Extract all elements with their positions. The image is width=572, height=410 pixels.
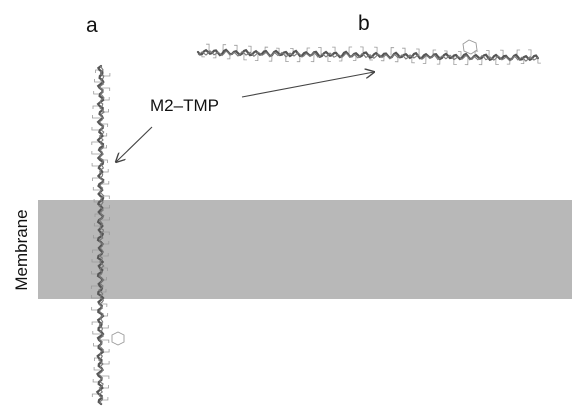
sidechain-stick <box>92 378 101 383</box>
sidechain-stick <box>91 126 101 131</box>
sidechain-stick <box>486 50 490 58</box>
sidechain-stick <box>100 253 109 257</box>
sidechain-stick <box>94 213 101 217</box>
sidechain-stick <box>537 58 541 64</box>
sidechain-stick <box>495 57 499 65</box>
horizontal-peptide-helix-icon <box>196 39 541 66</box>
sidechain-stick <box>91 163 101 167</box>
peptide-label: M2–TMP <box>150 96 219 115</box>
sidechain-stick <box>360 46 364 55</box>
sidechain-stick <box>100 375 110 379</box>
sidechain-stick <box>92 105 101 109</box>
sidechain-stick <box>94 79 101 83</box>
sidechain-stick <box>327 54 331 62</box>
helix-b-backbone-strand <box>197 50 539 62</box>
helix-a-backbone-strand <box>97 65 106 405</box>
sidechain-stick <box>478 56 483 66</box>
sidechain-stick <box>500 49 504 58</box>
sidechain-stick <box>416 48 420 56</box>
sidechain-stick <box>91 259 101 263</box>
sidechain-stick <box>254 53 259 61</box>
sidechain-stick <box>100 231 110 235</box>
sidechain-stick <box>100 303 108 308</box>
sidechain-stick <box>91 141 101 145</box>
sidechain-stick <box>310 53 315 63</box>
sidechain-stick <box>92 177 101 181</box>
sidechain-stick <box>92 187 101 191</box>
arrow-to-helix-a <box>116 126 153 162</box>
sidechain-stick <box>93 367 101 371</box>
sidechain-stick <box>374 46 378 56</box>
sidechain-stick <box>276 47 280 54</box>
sidechain-stick <box>91 321 101 325</box>
sidechain-stick <box>93 91 101 95</box>
sidechain-stick <box>248 45 252 53</box>
arrow-to-helix-b <box>241 72 374 98</box>
panel-a-label: a <box>86 14 98 37</box>
sidechain-stick <box>92 115 101 119</box>
sidechain-stick <box>92 331 101 335</box>
sidechain-stick <box>92 249 101 253</box>
sidechain-stick <box>100 289 107 293</box>
sidechain-stick <box>422 55 427 64</box>
sidechain-stick <box>90 285 101 290</box>
sidechain-stick <box>93 222 101 227</box>
sidechain-stick <box>91 295 101 299</box>
helix-b-backbone <box>196 48 539 62</box>
sidechain-stick <box>100 217 110 221</box>
vertical-peptide-helix-icon <box>90 64 125 406</box>
sidechain-stick <box>528 49 532 58</box>
sidechain-stick <box>100 267 108 271</box>
sidechain-stick <box>100 87 111 91</box>
sidechain-stick <box>411 55 415 64</box>
sidechain-stick <box>206 43 210 53</box>
sidechain-stick <box>464 56 469 66</box>
membrane-band <box>38 200 572 299</box>
sidechain-stick <box>390 47 395 56</box>
sidechain-stick <box>458 51 462 57</box>
sidechain-stick <box>91 150 101 155</box>
sidechain-stick <box>100 123 109 128</box>
aromatic-ring-icon-b <box>462 39 478 55</box>
sidechain-stick <box>100 339 110 343</box>
sidechain-stick <box>348 46 353 55</box>
membrane-label: Membrane <box>12 209 31 291</box>
panel-b-label: b <box>358 12 370 35</box>
sidechain-stick <box>100 181 110 185</box>
sidechain-stick <box>222 44 227 53</box>
helix-a-backbone <box>95 64 105 406</box>
aromatic-ring-icon-a <box>111 331 125 346</box>
sidechain-stick <box>380 55 385 62</box>
sidechain-stick <box>402 47 406 56</box>
sidechain-stick <box>234 44 238 53</box>
sidechain-stick <box>243 52 247 61</box>
sidechain-stick <box>318 47 322 55</box>
